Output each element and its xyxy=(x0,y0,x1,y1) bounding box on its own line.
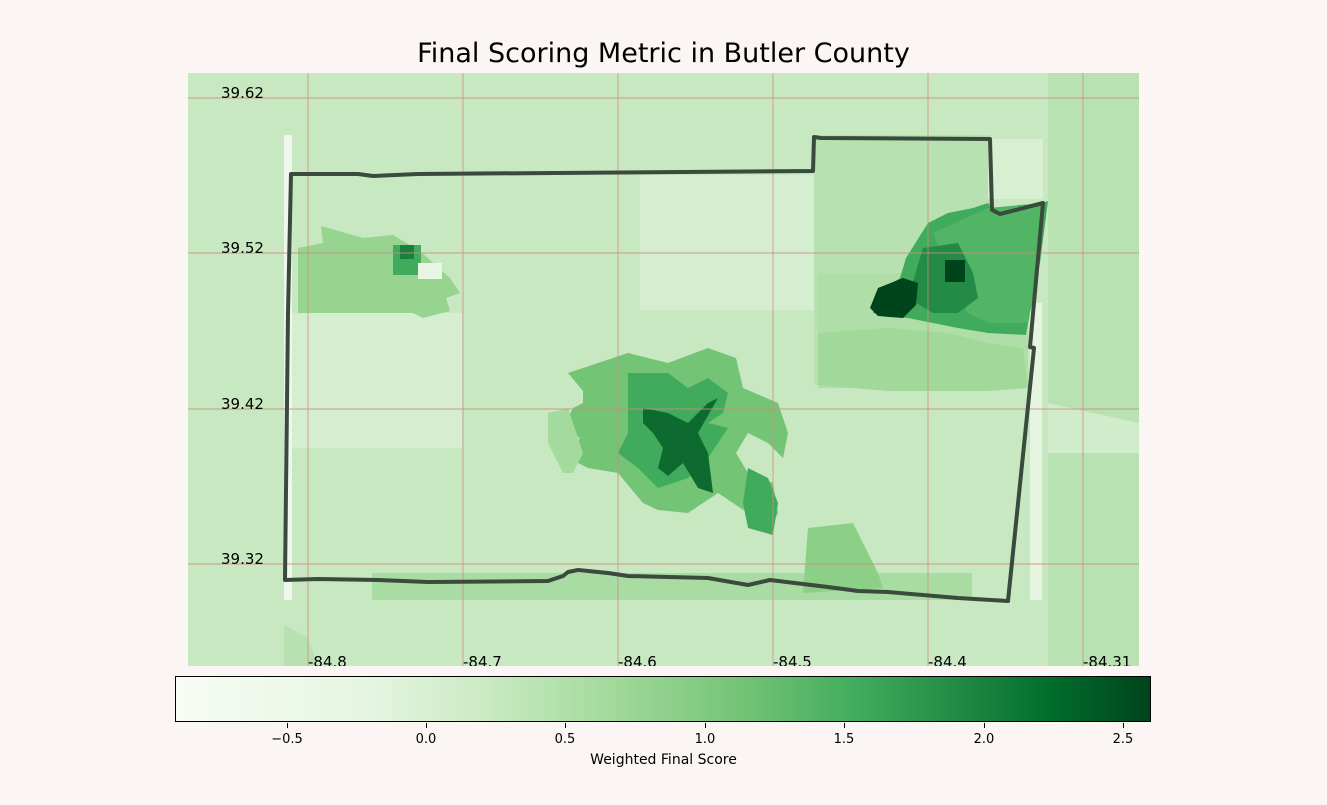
colorbar-tick-label: 2.5 xyxy=(1112,732,1134,747)
lat-label: 39.52 xyxy=(221,239,264,257)
lat-label: 39.32 xyxy=(221,550,264,568)
colorbar-tick-label: 2.0 xyxy=(973,732,995,747)
map-ne-city-hotspot xyxy=(945,260,965,282)
colorbar-label: Weighted Final Score xyxy=(590,752,737,768)
choropleth-map xyxy=(188,73,1139,666)
map-region-light xyxy=(640,175,814,310)
map-ne-city-hotspot xyxy=(870,278,918,318)
colorbar-tick xyxy=(844,723,845,728)
colorbar-tick xyxy=(426,723,427,728)
map-south-region xyxy=(803,523,883,593)
colorbar-tick-label: 1.0 xyxy=(694,732,716,747)
map-city-region xyxy=(743,468,778,535)
colorbar-tick-label: 0.5 xyxy=(554,732,576,747)
colorbar-tick-label: 0.0 xyxy=(415,732,437,747)
lon-label: -84.8 xyxy=(308,653,347,666)
lat-label: 39.62 xyxy=(221,84,264,102)
colorbar-tick xyxy=(565,723,566,728)
colorbar-tick xyxy=(984,723,985,728)
colorbar-tick-label: 1.5 xyxy=(833,732,855,747)
lat-label: 39.42 xyxy=(221,395,264,413)
map-region xyxy=(284,625,318,666)
colorbar xyxy=(175,676,1151,722)
map-town-region xyxy=(298,226,460,318)
county-boundary xyxy=(283,135,1045,603)
lon-label: -84.31 xyxy=(1083,653,1132,666)
map-town-light xyxy=(418,263,442,279)
lon-label: -84.5 xyxy=(773,653,812,666)
map-ne-fringe xyxy=(818,328,1028,391)
map-title: Final Scoring Metric in Butler County xyxy=(417,38,910,69)
map-region-light xyxy=(988,139,1043,199)
map-region-light xyxy=(288,313,462,448)
colorbar-tick xyxy=(705,723,706,728)
map-city-hotspot xyxy=(643,398,718,493)
map-panel[interactable]: 39.62 39.52 39.42 39.32 -84.8 -84.7 -84.… xyxy=(188,73,1139,666)
map-east-region xyxy=(1048,73,1139,666)
lon-label: -84.7 xyxy=(463,653,502,666)
map-gridlines xyxy=(188,73,1139,666)
colorbar-tick-label: −0.5 xyxy=(271,732,303,747)
lon-label: -84.4 xyxy=(928,653,967,666)
map-region-light xyxy=(1048,403,1139,453)
colorbar-tick xyxy=(1123,723,1124,728)
colorbar-tick xyxy=(287,723,288,728)
map-city-fringe xyxy=(548,408,583,473)
lon-label: -84.6 xyxy=(618,653,657,666)
map-town-hotspot xyxy=(400,245,414,259)
